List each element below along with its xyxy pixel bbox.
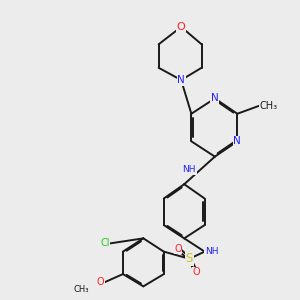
Text: NH: NH [205, 247, 218, 256]
Text: N: N [211, 93, 219, 103]
Text: CH₃: CH₃ [74, 285, 89, 294]
Text: O: O [177, 22, 185, 32]
Text: S: S [186, 252, 193, 265]
Text: N: N [233, 136, 241, 146]
Text: O: O [193, 267, 200, 277]
Text: N: N [177, 75, 185, 85]
Text: CH₃: CH₃ [260, 100, 278, 111]
Text: O: O [97, 277, 104, 287]
Text: Cl: Cl [100, 238, 110, 248]
Text: O: O [174, 244, 182, 254]
Text: NH: NH [183, 165, 196, 174]
